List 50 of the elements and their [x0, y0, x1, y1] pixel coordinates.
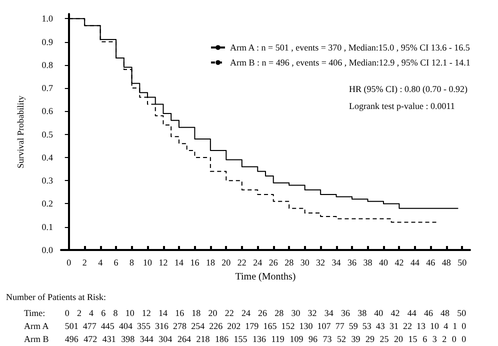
x-tick-label: 4	[98, 258, 104, 268]
y-tick-label: 0.0	[42, 245, 54, 255]
x-tick-label: 8	[130, 258, 135, 268]
x-tick-label: 44	[410, 258, 420, 268]
x-tick-label: 38	[363, 258, 373, 268]
legend-label: Arm A : n = 501 , events = 370 , Median:15.0 , 95% CI 13.6 - 16.5	[230, 42, 470, 52]
x-tick-label: 50	[458, 258, 468, 268]
annotation: HR (95% CI) : 0.80 (0.70 - 0.92)	[349, 84, 468, 94]
x-tick-label: 40	[378, 258, 388, 268]
x-tick-label: 10	[143, 258, 153, 268]
text: Time:	[24, 308, 46, 319]
text: 501 477 445 404 355 316 278 254 226 202 179 165 152 130 107 77 59 53 43 31 22 13 10 4 1 0	[64, 321, 466, 332]
x-tick-label: 12	[158, 258, 168, 268]
y-tick-label: 0.6	[42, 106, 54, 116]
x-tick-label: 18	[206, 258, 216, 268]
x-tick-label: 42	[394, 258, 404, 268]
x-tick-label: 20	[222, 258, 232, 268]
annotation: Logrank test p-value : 0.0011	[349, 101, 455, 111]
y-tick-label: 0.8	[42, 60, 54, 70]
x-tick-label: 46	[426, 258, 436, 268]
x-tick-label: 22	[237, 258, 246, 268]
y-tick-label: 0.1	[42, 222, 53, 232]
y-tick-label: 0.7	[42, 83, 54, 94]
x-tick-label: 0	[66, 258, 72, 268]
x-tick-label: 28	[284, 258, 294, 268]
y-tick-label: 0.4	[42, 152, 54, 162]
text: Number of Patients at Risk:	[6, 292, 106, 302]
x-tick-label: 48	[442, 258, 452, 268]
y-tick-label: 0.9	[42, 36, 54, 47]
x-tick-label: 34	[332, 258, 342, 268]
text: 496 472 431 398 344 304 264 218 186 155 136 119 109 96 73 52 39 29 25 20 15 6 3 2 0 0	[64, 334, 466, 345]
x-tick-label: 6	[114, 258, 119, 268]
text: Arm A	[24, 321, 49, 332]
x-tick-label: 26	[268, 258, 278, 268]
legend-label: Arm B : n = 496 , events = 406 , Median:12.9 , 95% CI 12.1 - 14.1	[230, 58, 470, 68]
y-tick-label: 1.0	[42, 14, 54, 24]
x-tick-label: 32	[316, 258, 326, 268]
y-tick-label: 0.2	[42, 198, 53, 209]
x-tick-label: 2	[82, 258, 87, 268]
y-axis-title: Survival Probability	[16, 95, 26, 168]
y-tick-label: 0.5	[42, 129, 54, 140]
x-tick-label: 30	[300, 258, 310, 268]
x-tick-label: 24	[253, 258, 263, 268]
x-tick-label: 36	[348, 258, 358, 268]
text: Arm B	[24, 334, 49, 345]
x-tick-label: 14	[174, 258, 184, 268]
x-axis-title: Time (Months)	[235, 271, 296, 282]
y-tick-label: 0.3	[42, 176, 54, 186]
x-tick-label: 16	[190, 258, 200, 268]
text: 0 2 4 6 8 10 12 14 16 18 20 22 24 26 28 30 32 34 36 38 40 42 44 46 48 50	[64, 308, 466, 319]
